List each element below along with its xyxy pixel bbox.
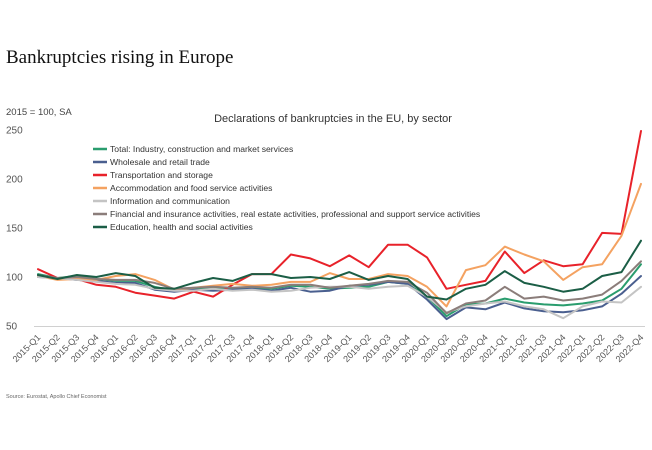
legend-label: Education, health and social activities xyxy=(110,222,253,232)
source-note: Source: Eurostat, Apollo Chief Economist xyxy=(6,394,107,400)
series-line xyxy=(37,239,642,301)
series-line xyxy=(37,260,642,315)
legend-label: Financial and insurance activities, real… xyxy=(110,209,480,219)
series-lines xyxy=(37,130,642,321)
legend-label: Wholesale and retail trade xyxy=(110,157,210,167)
legend-label: Total: Industry, construction and market… xyxy=(110,144,293,154)
legend-label: Transportation and storage xyxy=(110,170,213,180)
page-headline: Bankruptcies rising in Europe xyxy=(6,47,234,68)
y-tick-label: 150 xyxy=(6,224,23,235)
y-tick-label: 250 xyxy=(6,126,23,137)
y-tick-label: 100 xyxy=(6,273,23,284)
chart-legend: Total: Industry, construction and market… xyxy=(93,144,480,232)
y-tick-label: 200 xyxy=(6,175,23,186)
series-line xyxy=(37,130,642,300)
series-line xyxy=(37,275,642,321)
legend-label: Accommodation and food service activitie… xyxy=(110,183,272,193)
legend-label: Information and communication xyxy=(110,196,230,206)
chart-title: Declarations of bankruptcies in the EU, … xyxy=(214,113,452,125)
y-axis: 50 100 150 200 250 xyxy=(6,126,23,333)
y-tick-label: 50 xyxy=(6,322,18,333)
x-axis: 2015-Q12015-Q22015-Q32015-Q42016-Q12016-… xyxy=(11,326,645,364)
units-note: 2015 = 100, SA xyxy=(6,107,72,118)
